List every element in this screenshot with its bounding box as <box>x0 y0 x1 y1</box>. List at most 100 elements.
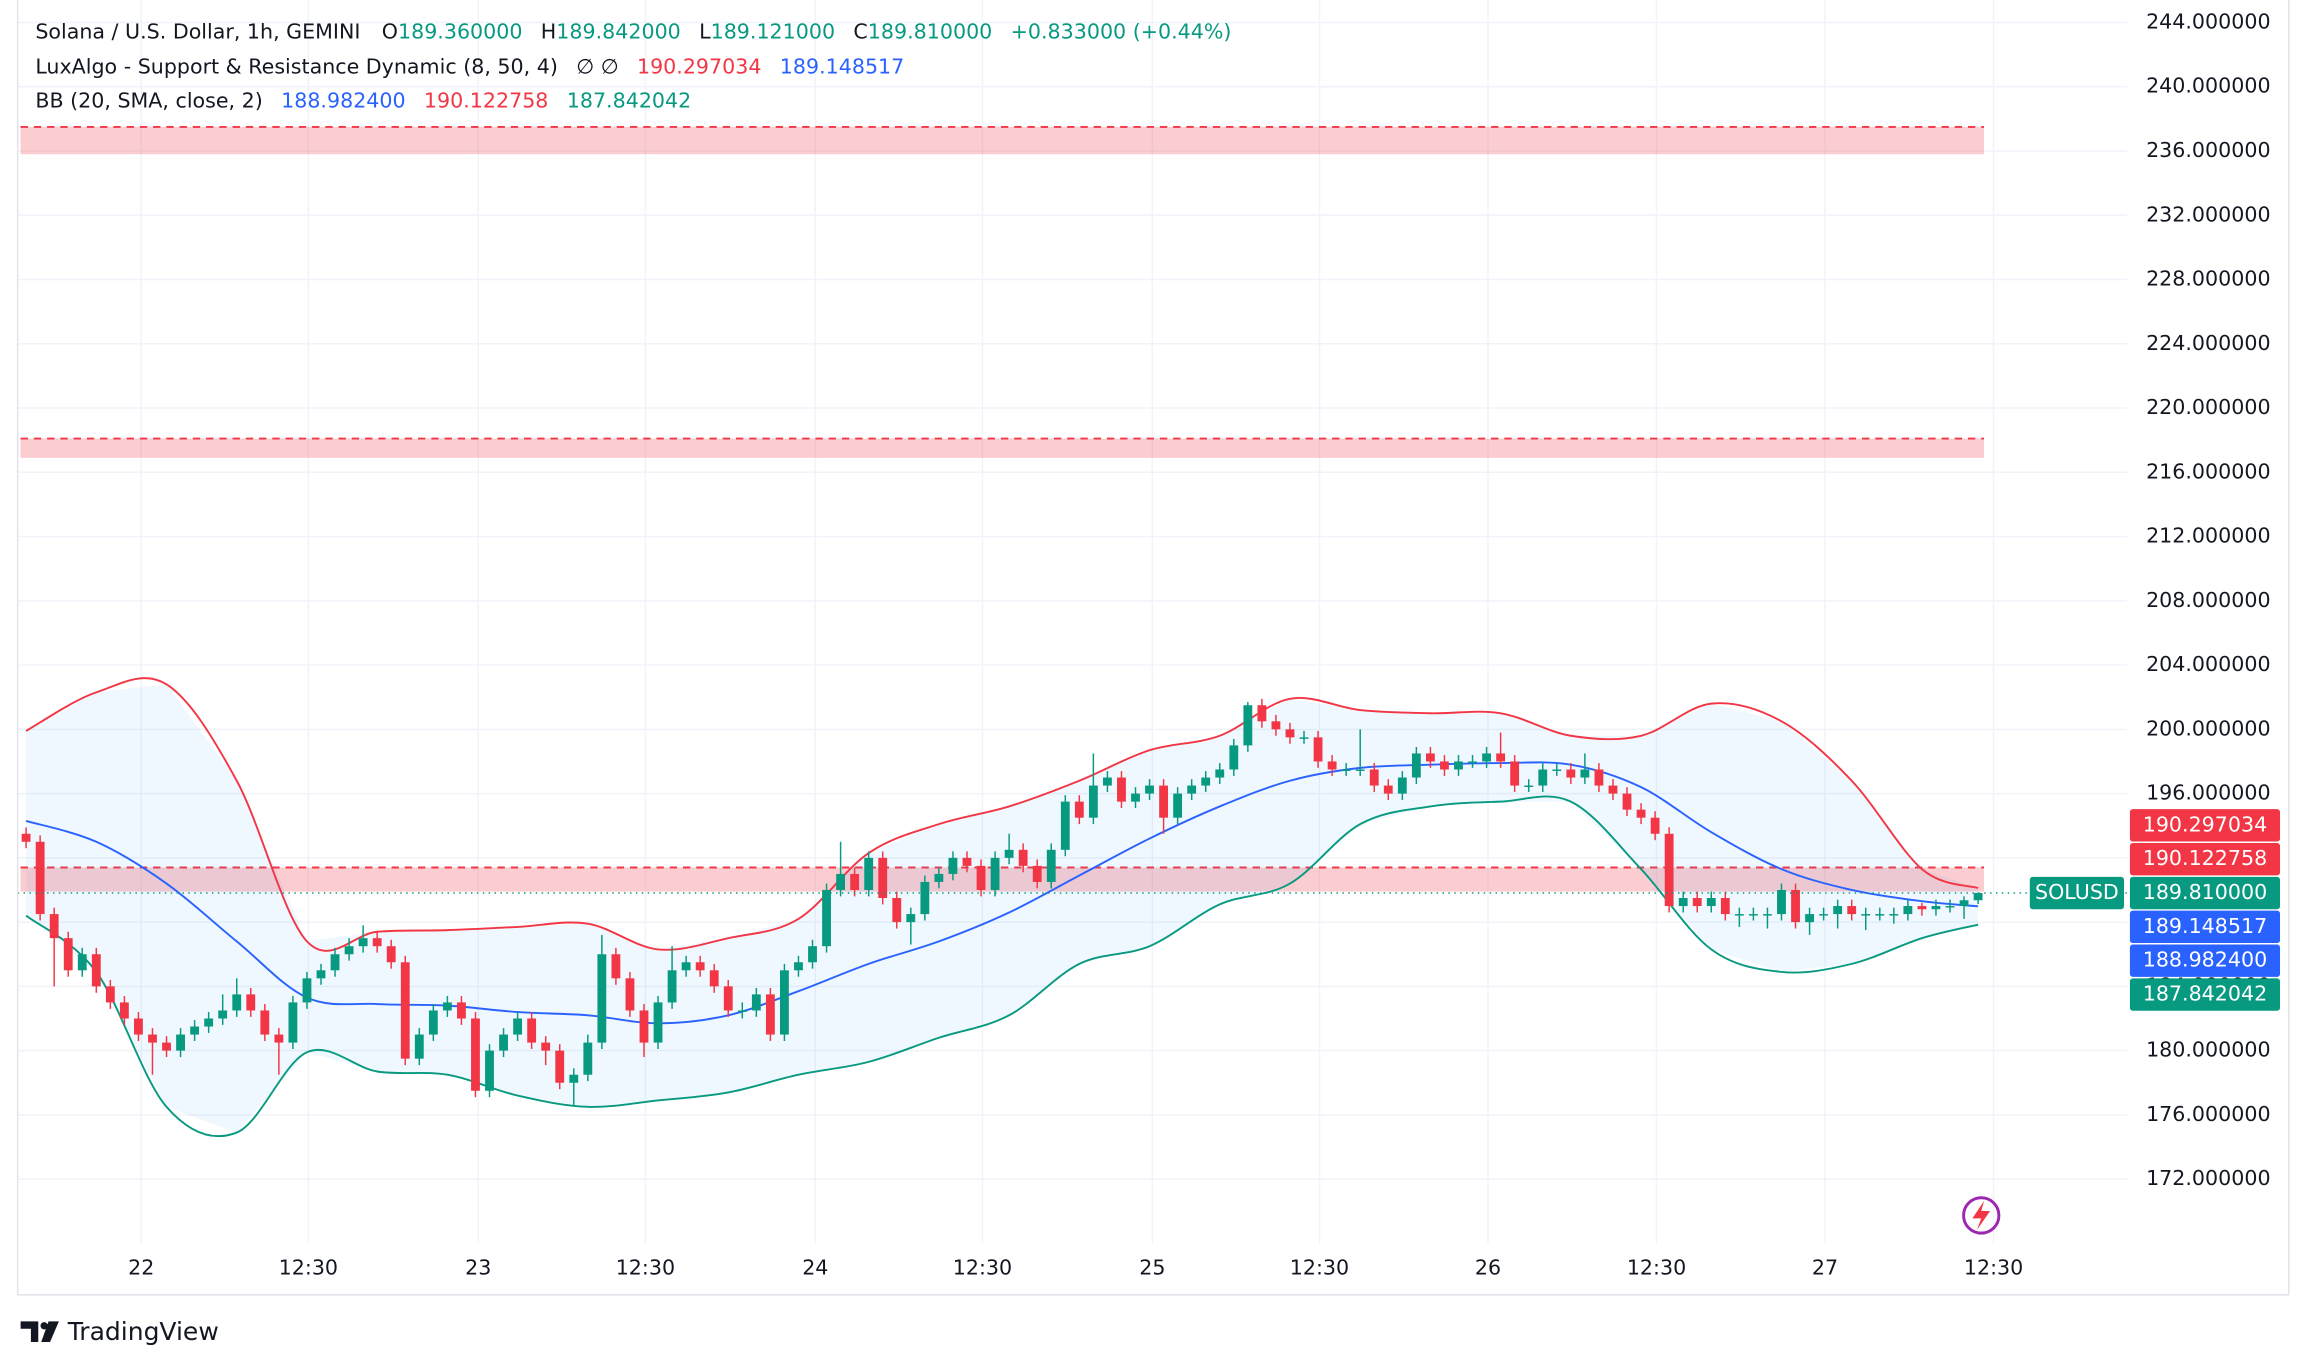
y-tick-label: 228.000000 <box>2146 267 2270 291</box>
symbol-label: SOLUSD <box>2035 880 2119 904</box>
candle-body <box>1215 769 1225 778</box>
candle-body <box>1102 777 1112 786</box>
y-tick-label: 212.000000 <box>2146 524 2270 548</box>
ohlc-key: L <box>699 19 711 43</box>
candle-body <box>906 914 916 923</box>
price-label: 187.842042 <box>2143 982 2267 1006</box>
candle-body <box>1945 906 1955 908</box>
candle-body <box>850 873 860 890</box>
header-line-3: BB (20, SMA, close, 2) 188.982400 190.12… <box>35 89 691 113</box>
x-tick-label: 22 <box>128 1255 154 1279</box>
y-tick-label: 220.000000 <box>2146 395 2270 419</box>
candle-body <box>1341 769 1351 771</box>
candle-body <box>1299 737 1309 739</box>
candle-body <box>653 1002 663 1043</box>
candle-body <box>667 970 677 1003</box>
candle-body <box>737 1010 747 1012</box>
candle-body <box>1875 914 1885 916</box>
candle-body <box>1257 705 1267 722</box>
candle-body <box>162 1042 171 1051</box>
x-tick-label: 24 <box>802 1255 828 1279</box>
x-tick-label: 12:30 <box>1290 1255 1349 1279</box>
candle-body <box>765 994 775 1035</box>
y-tick-label: 216.000000 <box>2146 459 2270 483</box>
candle-body <box>1018 849 1028 866</box>
price-label-box <box>2129 910 2281 944</box>
band-line <box>25 761 1979 1025</box>
price-label: 190.122758 <box>2143 846 2267 870</box>
x-tick-label: 27 <box>1812 1255 1838 1279</box>
candle-body <box>1173 793 1183 818</box>
candle-body <box>1791 889 1800 923</box>
candle-body <box>77 954 87 971</box>
candle-body <box>1720 898 1730 915</box>
candle-body <box>611 954 621 979</box>
candle-body <box>1777 889 1786 915</box>
candle-body <box>1159 785 1169 818</box>
candle-body <box>457 1002 466 1019</box>
candle-body <box>1664 833 1674 907</box>
candle-body <box>1271 721 1281 730</box>
candle-body <box>541 1042 551 1051</box>
candle-body <box>1903 906 1913 915</box>
candle-body <box>414 1034 424 1059</box>
lightning-icon[interactable] <box>1962 1196 2001 1235</box>
candle-body <box>232 994 242 1011</box>
candle-body <box>597 954 607 1043</box>
candle-body <box>260 1010 270 1035</box>
candle-body <box>681 962 691 971</box>
plot <box>17 125 2127 1138</box>
candle-body <box>330 954 340 971</box>
candle-body <box>1229 745 1239 770</box>
band-line <box>25 795 1979 1138</box>
change: +0.833000 (+0.44%) <box>1011 19 1232 43</box>
x-tick-label: 12:30 <box>616 1255 675 1279</box>
price-label-box <box>2129 978 2281 1011</box>
candle-body <box>288 1002 298 1043</box>
candle-body <box>962 857 972 866</box>
candle-body <box>63 938 73 971</box>
candle-body <box>1187 785 1197 794</box>
logo[interactable]: TradingView <box>20 1317 219 1346</box>
sr-zone <box>20 438 1984 458</box>
candle-body <box>274 1034 284 1043</box>
candle-body <box>190 1026 200 1035</box>
candle-body <box>1692 898 1702 907</box>
y-tick-label: 240.000000 <box>2146 74 2270 98</box>
ohlc-key: C <box>853 19 867 43</box>
x-tick-label: 23 <box>465 1255 491 1279</box>
candle-body <box>555 1050 565 1083</box>
candle-body <box>1046 849 1056 882</box>
candle-body <box>836 873 846 890</box>
candle-body <box>35 841 45 915</box>
candle-body <box>218 1010 228 1019</box>
candle-body <box>569 1074 579 1083</box>
candle-body <box>1847 906 1857 915</box>
candle-body <box>1440 761 1449 770</box>
candle-body <box>625 978 635 1011</box>
candle-body <box>499 1034 508 1051</box>
indicator-name: BB (20, SMA, close, 2) <box>35 89 262 113</box>
candle-body <box>1088 785 1098 818</box>
candle-body <box>21 833 31 842</box>
x-tick-label: 26 <box>1475 1255 1501 1279</box>
y-tick-label: 180.000000 <box>2146 1038 2270 1062</box>
band-line <box>25 677 1979 952</box>
candle-body <box>1552 769 1562 771</box>
candle-body <box>1566 769 1576 778</box>
band-fill <box>26 684 1979 1133</box>
candle-body <box>428 1010 438 1035</box>
candle-body <box>344 946 354 955</box>
candle-body <box>1763 914 1772 916</box>
candle-body <box>1201 777 1211 786</box>
candle-body <box>1117 777 1126 802</box>
candle-body <box>1243 705 1253 746</box>
candle-body <box>1594 769 1604 786</box>
candle-body <box>1931 906 1941 910</box>
candle-body <box>358 938 368 947</box>
candle-body <box>1313 737 1323 762</box>
candle-body <box>1355 769 1365 771</box>
candle-body <box>864 857 874 890</box>
x-tick-label: 12:30 <box>953 1255 1012 1279</box>
